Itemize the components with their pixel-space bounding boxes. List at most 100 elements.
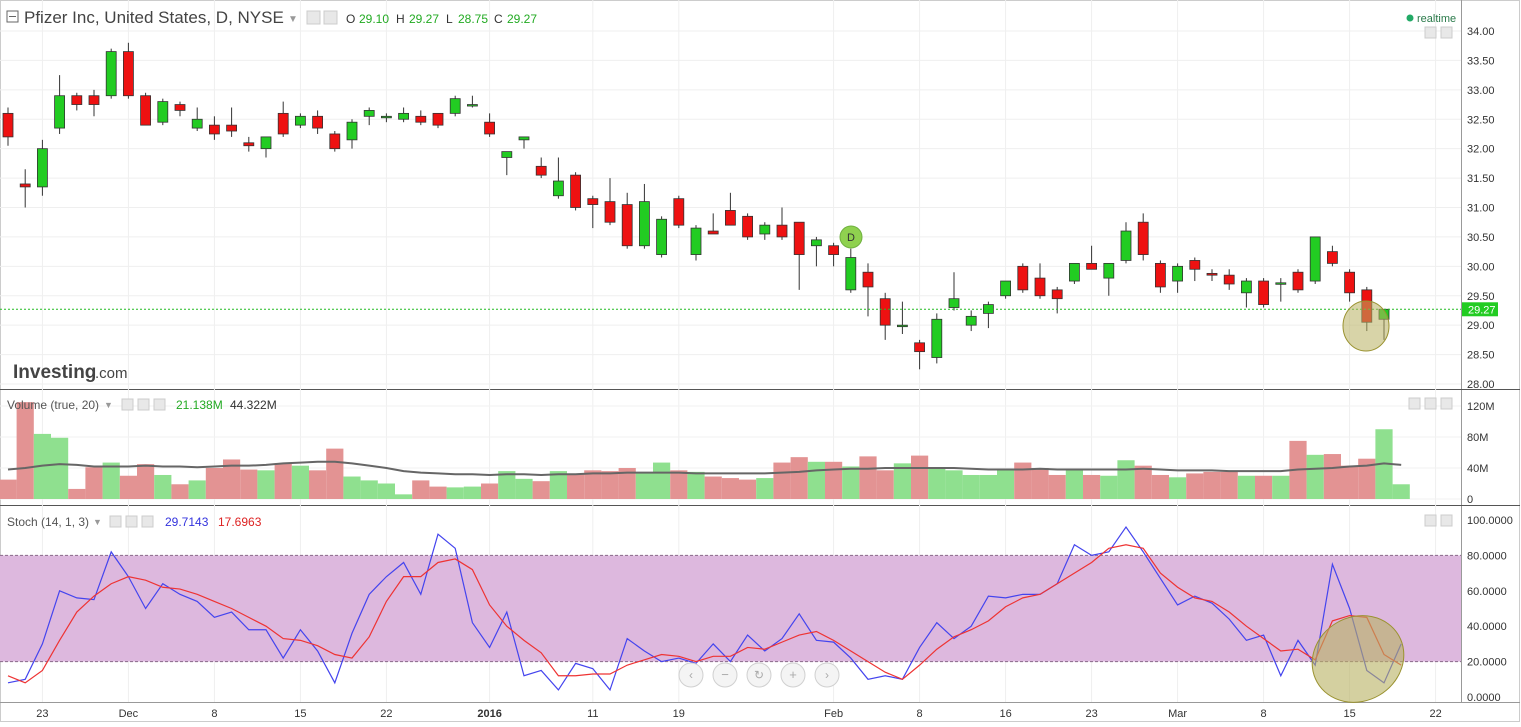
stoch-remove-icon[interactable]: [141, 515, 154, 528]
candle: [312, 110, 324, 134]
volume-bar: [1255, 475, 1273, 499]
gear-icon[interactable]: [323, 10, 338, 25]
volume-bar: [0, 479, 17, 499]
stoch-tick-label: 100.0000: [1467, 515, 1513, 527]
volume-pane-up-icon[interactable]: [1408, 397, 1421, 410]
candle: [2, 107, 14, 146]
x-tick-label: 19: [673, 708, 685, 720]
candle-body: [191, 118, 203, 129]
candle: [1086, 245, 1097, 270]
candle-body: [1292, 271, 1304, 291]
candle-body: [1275, 282, 1287, 285]
candle-body: [363, 110, 375, 117]
candle: [1206, 269, 1218, 282]
candle: [776, 207, 788, 240]
volume-remove-icon[interactable]: [153, 398, 166, 411]
volume-bar: [635, 473, 653, 499]
volume-visibility-icon[interactable]: [121, 398, 134, 411]
price-tick-label: 34.00: [1467, 26, 1495, 38]
volume-tick-label: 40M: [1467, 463, 1488, 475]
volume-pane-title[interactable]: Volume (true, 20): [7, 398, 99, 412]
volume-dropdown-icon[interactable]: ▼: [104, 400, 113, 410]
candle: [965, 310, 977, 332]
candle-body: [1051, 289, 1063, 300]
candle: [621, 192, 633, 249]
volume-tick-label: 80M: [1467, 432, 1488, 444]
stoch-visibility-icon[interactable]: [109, 515, 122, 528]
last-price-tag-label: 29.27: [1468, 304, 1496, 316]
candle: [1292, 269, 1304, 293]
volume-bar: [567, 474, 585, 499]
candle: [914, 339, 925, 370]
stoch-pane-title[interactable]: Stoch (14, 1, 3): [7, 515, 89, 529]
candle-body: [1086, 262, 1097, 270]
price-pane-down-icon[interactable]: [1440, 26, 1453, 39]
candle: [380, 113, 392, 123]
symbol-dropdown-icon[interactable]: ▼: [288, 14, 298, 25]
scroll-right-button[interactable]: [814, 662, 840, 688]
x-tick-label: Feb: [824, 708, 843, 720]
candle: [449, 95, 461, 117]
volume-pane-close-icon[interactable]: [1440, 397, 1453, 410]
stoch-dropdown-icon[interactable]: ▼: [93, 517, 102, 527]
stoch-pane-down-icon[interactable]: [1440, 514, 1453, 527]
candle-body: [1172, 265, 1183, 282]
stoch-pane-up-icon[interactable]: [1424, 514, 1437, 527]
price-pane-up-icon[interactable]: [1424, 26, 1437, 39]
volume-bar: [721, 478, 739, 499]
volume-pane-down-icon[interactable]: [1424, 397, 1437, 410]
candle-body: [879, 298, 891, 326]
candle: [1309, 236, 1321, 284]
x-tick-label: Dec: [119, 708, 139, 720]
volume-gear-icon[interactable]: [137, 398, 150, 411]
x-tick-label: 23: [1085, 708, 1097, 720]
volume-bar: [515, 478, 533, 499]
volume-bar: [309, 470, 327, 499]
reset-button[interactable]: [746, 662, 772, 688]
candle: [983, 301, 994, 329]
candle-body: [208, 124, 220, 135]
volume-bar: [68, 488, 86, 499]
candle-body: [123, 51, 134, 97]
candle: [518, 136, 530, 149]
candle-body: [88, 95, 100, 105]
volume-bar: [584, 470, 602, 499]
collapse-icon[interactable]: [6, 10, 19, 23]
plus-icon: +: [789, 667, 797, 682]
candle: [553, 157, 564, 199]
volume-tick-label: 0: [1467, 494, 1473, 506]
settings-toggle-icon[interactable]: [306, 10, 321, 25]
candle: [1103, 262, 1115, 296]
volume-bar: [756, 478, 774, 499]
stoch-tick-label: 60.0000: [1467, 586, 1507, 598]
x-tick-label: 15: [294, 708, 306, 720]
candle: [37, 139, 48, 196]
stoch-gear-icon[interactable]: [125, 515, 138, 528]
candle-body: [725, 210, 736, 226]
candle: [1275, 278, 1287, 302]
candle-body: [260, 136, 272, 150]
candle-body: [570, 174, 581, 208]
realtime-dot-icon: [1406, 14, 1414, 22]
zoom-out-button[interactable]: [712, 662, 738, 688]
volume-bar: [739, 479, 757, 499]
x-tick-label: 23: [36, 708, 48, 720]
symbol-title[interactable]: Pfizer Inc, United States, D, NYSE: [24, 8, 284, 27]
candle: [140, 92, 152, 126]
candle: [157, 98, 169, 126]
x-tick-label: Mar: [1168, 708, 1187, 720]
candle: [1344, 269, 1355, 302]
volume-bar: [1014, 462, 1032, 499]
candle-body: [1309, 236, 1321, 282]
zoom-in-button[interactable]: [780, 662, 806, 688]
candle: [725, 192, 736, 226]
candle-body: [449, 98, 461, 114]
candle-body: [501, 151, 513, 158]
dividend-marker[interactable]: [839, 225, 863, 249]
candle-body: [1103, 262, 1115, 279]
scroll-left-button[interactable]: [678, 662, 704, 688]
candle: [1189, 257, 1201, 282]
axis-labels: 23 Dec 8 15 22 2016 11 19 Feb 8 16 23 Mar 8 15 22 34.00 3…: [36, 26, 1513, 720]
candle-body: [897, 324, 908, 328]
candle: [587, 195, 599, 229]
